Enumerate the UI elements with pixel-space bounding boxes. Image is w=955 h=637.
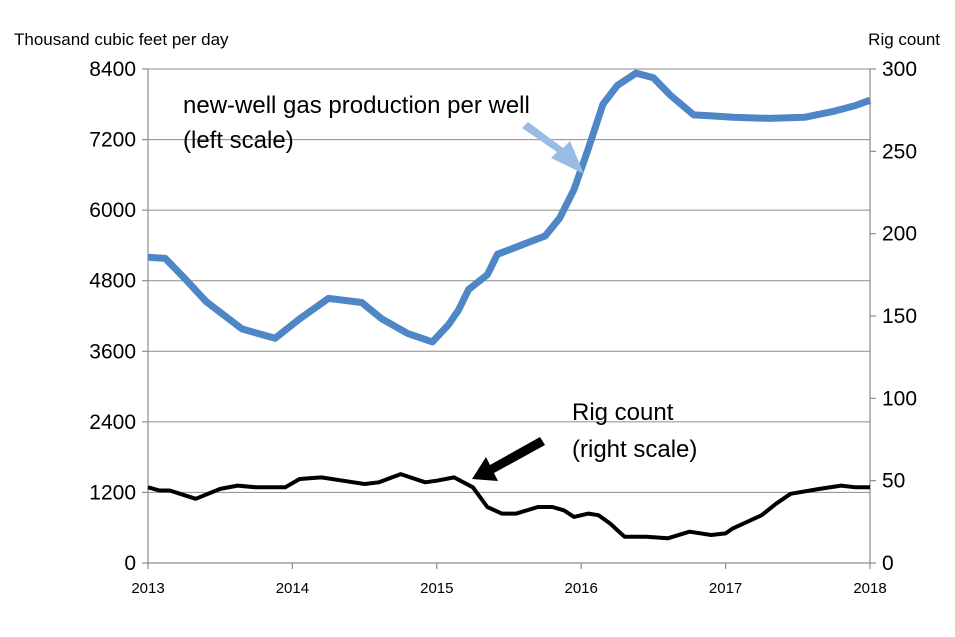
left-tick-label: 1200 xyxy=(89,481,136,504)
right-tick-label: 250 xyxy=(882,140,917,163)
rig-annotation-line-1: Rig count xyxy=(572,399,674,426)
left-tick-label: 4800 xyxy=(89,270,136,293)
gas-annotation-line-2: (left scale) xyxy=(183,127,294,154)
x-tick-label: 2018 xyxy=(853,580,886,597)
left-tick-label: 8400 xyxy=(89,58,136,81)
tick-labels: 0 1200 2400 3600 4800 6000 7200 8400 0 50 100 150 20… xyxy=(89,58,917,597)
gas-annotation-arrow xyxy=(522,122,584,174)
left-tick-label: 6000 xyxy=(89,199,136,222)
rig-annotation-line-2: (right scale) xyxy=(572,436,697,463)
x-tick-label: 2013 xyxy=(131,580,164,597)
series-layer xyxy=(147,69,872,541)
right-tick-label: 300 xyxy=(882,58,917,81)
gas-production-line xyxy=(147,69,872,346)
right-tick-label: 150 xyxy=(882,305,917,328)
x-tick-label: 2016 xyxy=(565,580,598,597)
left-tick-label: 7200 xyxy=(89,129,136,152)
right-tick-label: 200 xyxy=(882,223,917,246)
right-tick-label: 50 xyxy=(882,470,905,493)
left-axis-label: Thousand cubic feet per day xyxy=(14,30,229,49)
annotations: new-well gas production per well (left sc… xyxy=(183,92,697,481)
rig-count-line xyxy=(147,472,870,541)
right-axis-label: Rig count xyxy=(868,30,940,49)
right-tick-label: 0 xyxy=(882,552,894,575)
x-tick-label: 2015 xyxy=(420,580,453,597)
left-tick-label: 3600 xyxy=(89,340,136,363)
left-tick-label: 2400 xyxy=(89,411,136,434)
left-tick-label: 0 xyxy=(124,552,136,575)
gridlines xyxy=(148,68,870,493)
rig-annotation-arrow xyxy=(472,437,545,481)
axes xyxy=(142,68,876,569)
x-tick-label: 2017 xyxy=(709,580,742,597)
x-tick-label: 2014 xyxy=(276,580,309,597)
gas-annotation-line-1: new-well gas production per well xyxy=(183,92,530,119)
right-tick-label: 100 xyxy=(882,387,917,410)
